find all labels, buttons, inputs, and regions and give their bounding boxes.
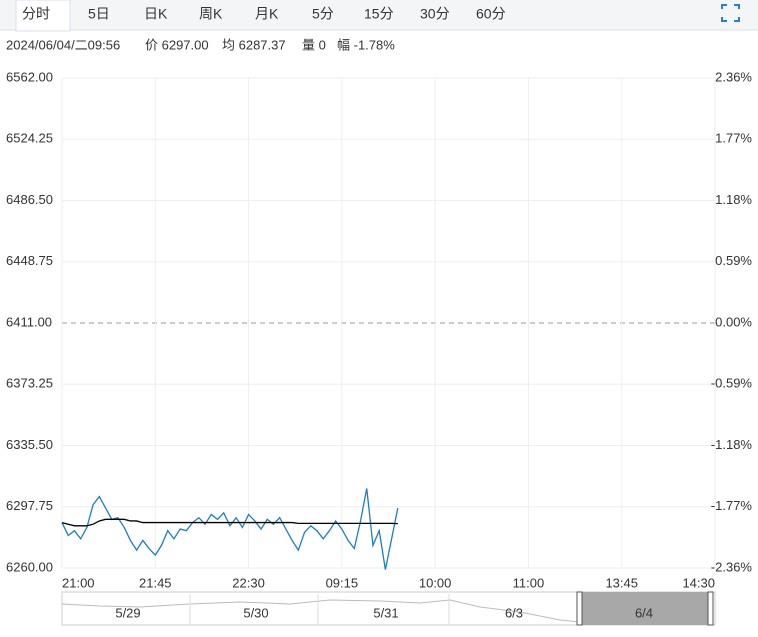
x-tick-label: 21:00 (62, 575, 95, 590)
tab[interactable]: 60分 (476, 6, 506, 22)
tab[interactable]: 15分 (364, 6, 394, 22)
navigator-label: 6/3 (505, 605, 523, 620)
y-tick-label: 6297.75 (6, 498, 53, 513)
tab-bar (0, 0, 758, 30)
fullscreen-icon[interactable] (721, 4, 740, 22)
info-change: 幅 -1.78% (337, 37, 395, 52)
navigator[interactable]: 5/29 5/30 5/31 6/3 6/4 (61, 591, 716, 626)
tab[interactable]: 分时 (22, 6, 50, 22)
y2-tick-label: 1.77% (715, 131, 752, 146)
y-tick-label: 6524.25 (6, 131, 53, 146)
navigator-label: 5/29 (115, 605, 140, 620)
x-tick-label: 22:30 (232, 575, 265, 590)
navigator-handle[interactable] (707, 591, 714, 626)
y-tick-label: 6411.00 (6, 314, 52, 329)
y2-tick-label: -1.77% (711, 498, 753, 513)
price-line (61, 518, 398, 527)
y2-tick-label: 0.59% (715, 253, 752, 268)
x-tick-label: 11:00 (513, 575, 545, 590)
info-datetime: 2024/06/04/二09:56 (6, 37, 120, 52)
y-tick-label: 6373.25 (6, 376, 53, 391)
grid (61, 77, 716, 569)
y2-tick-label: -2.36% (711, 559, 753, 574)
navigator-label: 5/30 (243, 605, 268, 620)
navigator-handle[interactable] (576, 591, 583, 626)
x-tick-label: 13:45 (605, 575, 638, 590)
tab[interactable]: 日K (144, 6, 168, 22)
y2-tick-label: 2.36% (715, 69, 752, 84)
x-tick-label: 21:45 (139, 575, 172, 590)
x-tick-label: 09:15 (326, 575, 359, 590)
info-average: 均 6287.37 (222, 37, 286, 52)
active-tab-bg (15, 0, 71, 32)
y-tick-label: 6562.00 (6, 69, 53, 84)
tab[interactable]: 5日 (88, 6, 110, 22)
x-tick-label: 10:00 (419, 575, 452, 590)
y-tick-label: 6335.50 (6, 437, 53, 452)
price-line (61, 488, 399, 570)
info-volume: 量 0 (302, 37, 326, 52)
y-tick-label: 6448.75 (6, 253, 53, 268)
tab[interactable]: 周K (199, 6, 223, 22)
y-tick-label: 6260.00 (6, 559, 53, 574)
tab[interactable]: 月K (255, 6, 279, 22)
navigator-label: 6/4 (635, 605, 653, 620)
y2-tick-label: 1.18% (715, 192, 752, 207)
tab[interactable]: 5分 (312, 6, 334, 22)
x-tick-label: 14:30 (682, 575, 715, 590)
info-price: 价 6297.00 (145, 37, 209, 52)
y-tick-label: 6486.50 (6, 192, 53, 207)
navigator-line (61, 599, 581, 623)
y2-tick-label: -0.59% (711, 376, 753, 391)
y2-tick-label: 0.00% (715, 314, 752, 329)
tab[interactable]: 30分 (420, 6, 450, 22)
y2-tick-label: -1.18% (711, 437, 753, 452)
navigator-label: 5/31 (373, 605, 398, 620)
navigator-selection[interactable] (581, 592, 708, 625)
